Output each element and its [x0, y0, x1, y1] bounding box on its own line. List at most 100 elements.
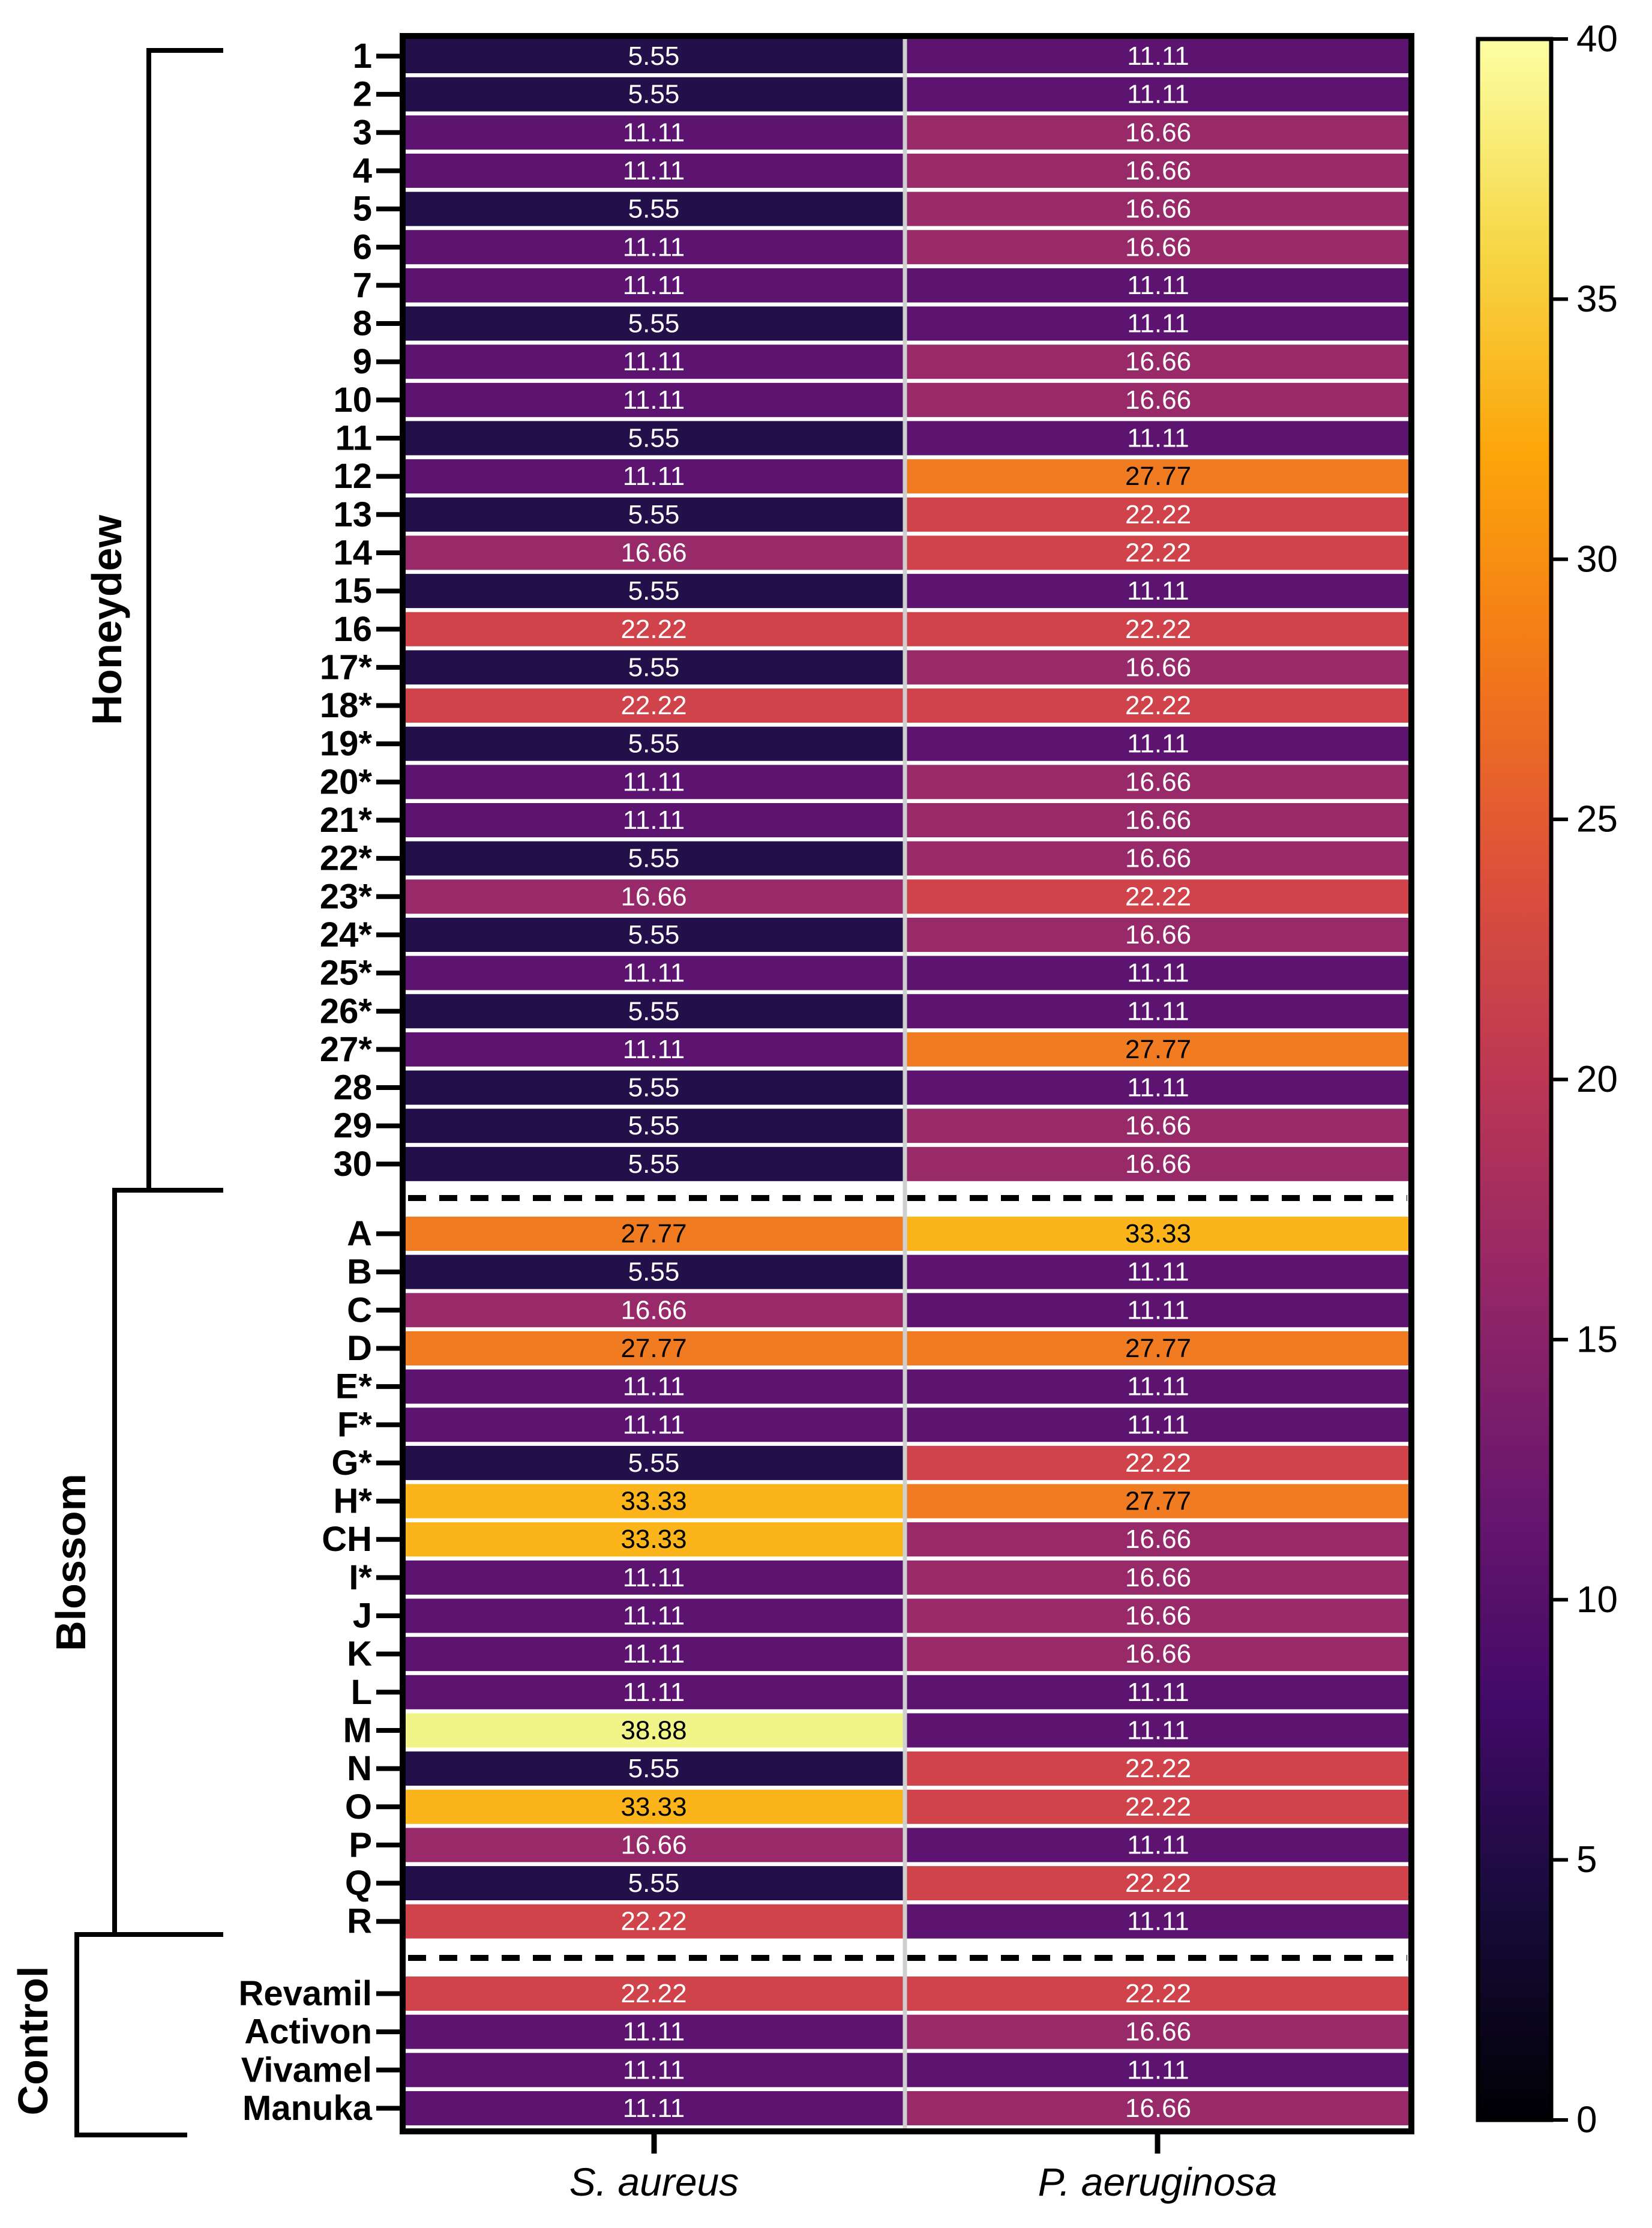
heatmap-row: 11.11 16.66	[403, 803, 1411, 837]
cell-h-star-p-aeruginosa	[905, 1484, 1411, 1519]
cell-value-label: 22.22	[1125, 1448, 1191, 1478]
cell-a-s-aureus	[403, 1217, 905, 1251]
cell-19-star-s-aureus	[403, 726, 905, 761]
cell-21-star-p-aeruginosa	[905, 803, 1411, 837]
cell-1-p-aeruginosa	[905, 39, 1411, 73]
row-label-7: 7	[353, 266, 372, 305]
cell-k-p-aeruginosa	[905, 1637, 1411, 1672]
row-label-n: N	[347, 1749, 372, 1788]
cell-value-label: 11.11	[623, 1678, 685, 1707]
cell-vivamel-s-aureus	[403, 2053, 905, 2088]
heatmap-row: 5.55 11.11	[403, 1070, 1411, 1105]
cell-5-p-aeruginosa	[905, 191, 1411, 226]
cell-value-label: 22.22	[620, 691, 686, 720]
cell-vivamel-p-aeruginosa	[905, 2053, 1411, 2088]
cell-value-label: 5.55	[628, 424, 680, 453]
cell-8-s-aureus	[403, 306, 905, 341]
row-label-revamil: Revamil	[239, 1974, 372, 2013]
row-label-25-star: 25*	[320, 954, 373, 993]
cell-value-label: 38.88	[620, 1715, 686, 1745]
group-blossom: 27.77 33.33 5.55 11.11 16.66 11.11 27.77 27.77 1…	[403, 1217, 1411, 1939]
row-label-3: 3	[353, 113, 372, 152]
cell-value-label: 16.66	[1125, 347, 1191, 376]
heatmap-row: 5.55 11.11	[403, 306, 1411, 341]
cell-e-star-p-aeruginosa	[905, 1369, 1411, 1404]
cell-26-star-p-aeruginosa	[905, 994, 1411, 1029]
cell-value-label: 22.22	[1125, 1868, 1191, 1898]
bracket-blossom	[112, 1188, 223, 1937]
heatmap-row: 22.22 22.22	[403, 612, 1411, 646]
cell-16-s-aureus	[403, 612, 905, 646]
row-label-13: 13	[333, 495, 372, 534]
heatmap-row: 5.55 16.66	[403, 650, 1411, 685]
colorbar-tick-label: 10	[1576, 1579, 1618, 1621]
row-label-4: 4	[353, 151, 372, 190]
cell-4-p-aeruginosa	[905, 153, 1411, 188]
cell-value-label: 16.66	[1125, 805, 1191, 835]
heatmap-row: 11.11 16.66	[403, 153, 1411, 188]
colorbar-tick-label: 35	[1576, 278, 1618, 320]
cell-value-label: 11.11	[623, 232, 685, 262]
colorbar-tick-label: 25	[1576, 799, 1618, 840]
row-label-k: K	[347, 1634, 372, 1673]
cell-value-label: 11.11	[623, 118, 685, 147]
colorbar-tick-label: 30	[1576, 538, 1618, 580]
cell-value-label: 22.22	[1125, 1792, 1191, 1822]
cell-value-label: 11.11	[1127, 1295, 1189, 1325]
cell-value-label: 11.11	[623, 805, 685, 835]
cell-12-p-aeruginosa	[905, 459, 1411, 494]
cell-value-label: 16.66	[1125, 920, 1191, 950]
cell-18-star-p-aeruginosa	[905, 688, 1411, 723]
cell-value-label: 5.55	[628, 652, 680, 682]
cell-value-label: 5.55	[628, 1257, 680, 1287]
colorbar-tick-label: 5	[1576, 1839, 1597, 1880]
cell-q-s-aureus	[403, 1866, 905, 1901]
cell-h-star-s-aureus	[403, 1484, 905, 1519]
cell-value-label: 22.22	[620, 615, 686, 644]
cell-l-s-aureus	[403, 1675, 905, 1709]
row-label-h-star: H*	[334, 1482, 373, 1521]
heatmap-row: 11.11 16.66	[403, 115, 1411, 150]
cell-value-label: 22.22	[1125, 538, 1191, 567]
row-label-2: 2	[353, 75, 372, 114]
cell-value-label: 5.55	[628, 194, 680, 224]
cell-5-s-aureus	[403, 191, 905, 226]
heatmap-row: 5.55 16.66	[403, 1146, 1411, 1181]
cell-p-s-aureus	[403, 1828, 905, 1862]
cell-10-p-aeruginosa	[905, 382, 1411, 417]
heatmap-row: 5.55 16.66	[403, 917, 1411, 952]
row-label-activon: Activon	[244, 2013, 372, 2052]
cell-value-label: 22.22	[1125, 615, 1191, 644]
row-label-24-star: 24*	[320, 915, 373, 954]
cell-p-p-aeruginosa	[905, 1828, 1411, 1862]
cell-30-s-aureus	[403, 1146, 905, 1181]
heatmap-row: 11.11 16.66	[403, 1560, 1411, 1595]
cell-28-p-aeruginosa	[905, 1070, 1411, 1105]
cell-value-label: 27.77	[1125, 1334, 1191, 1363]
cell-value-label: 5.55	[628, 309, 680, 339]
row-label-r: R	[347, 1902, 372, 1941]
heatmap-row: 38.88 11.11	[403, 1713, 1411, 1748]
cell-value-label: 11.11	[1127, 576, 1189, 606]
heatmap-row: 5.55 22.22	[403, 1866, 1411, 1901]
heatmap-row: 11.11 11.11	[403, 268, 1411, 303]
cell-value-label: 11.11	[623, 1410, 685, 1439]
row-label-14: 14	[333, 533, 372, 572]
group-label-honeydew: Honeydew	[83, 514, 130, 725]
cell-value-label: 11.11	[623, 2055, 685, 2085]
cell-j-s-aureus	[403, 1598, 905, 1633]
cell-e-star-s-aureus	[403, 1369, 905, 1404]
cell-value-label: 16.66	[1125, 156, 1191, 185]
cell-value-label: 11.11	[1127, 1715, 1189, 1745]
row-label-10: 10	[333, 381, 372, 420]
cell-r-p-aeruginosa	[905, 1904, 1411, 1939]
row-label-e-star: E*	[335, 1367, 373, 1406]
cell-value-label: 11.11	[623, 156, 685, 185]
label-layer: 1234567891011121314151617*18*19*20*21*22…	[10, 37, 1277, 2204]
cell-value-label: 27.77	[1125, 462, 1191, 491]
cell-24-star-p-aeruginosa	[905, 917, 1411, 952]
row-label-b: B	[347, 1253, 372, 1292]
cell-g-star-s-aureus	[403, 1445, 905, 1480]
cell-value-label: 11.11	[1127, 271, 1189, 300]
